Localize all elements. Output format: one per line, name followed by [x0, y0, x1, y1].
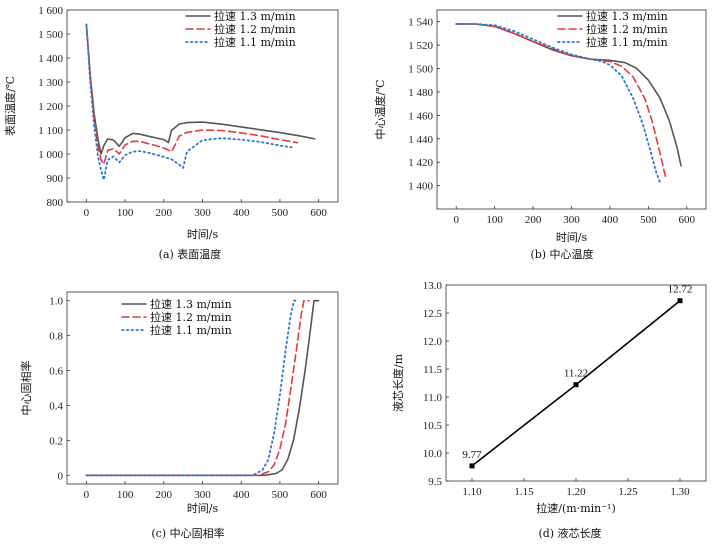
legend-label-2: 拉速 1.2 m/min — [586, 22, 668, 36]
series-line-3 — [85, 299, 300, 477]
series-line-3 — [85, 23, 293, 181]
y-tick-label: 1 480 — [408, 87, 433, 99]
y-tick-label: 9.5 — [428, 476, 442, 488]
x-tick-label: 200 — [525, 214, 542, 226]
series-line-2 — [455, 23, 667, 179]
x-axis-label: 时间/s — [187, 228, 219, 241]
y-axis-label: 中心温度/℃ — [373, 79, 387, 139]
x-tick-label: 500 — [640, 214, 657, 226]
y-tick-label: 1 200 — [38, 101, 63, 113]
data-point — [677, 298, 683, 304]
y-tick-label: 1 400 — [408, 181, 433, 193]
y-tick-label: 1 400 — [38, 53, 63, 65]
data-label: 9.77 — [462, 449, 482, 461]
legend-label-3: 拉速 1.1 m/min — [214, 35, 296, 49]
y-tick-label: 0.2 — [49, 435, 63, 447]
x-tick-label: 1.15 — [514, 486, 534, 498]
y-tick-label: 1 500 — [38, 29, 63, 41]
x-tick-label: 600 — [679, 214, 696, 226]
y-tick-label: 12.5 — [423, 308, 443, 320]
y-tick-label: 0 — [58, 470, 64, 482]
y-tick-label: 1 300 — [38, 77, 63, 89]
x-tick-label: 500 — [272, 489, 289, 501]
y-tick-label: 1.0 — [49, 296, 63, 308]
y-tick-label: 10.5 — [423, 420, 443, 432]
series-line-1 — [85, 23, 316, 155]
legend-label-2: 拉速 1.2 m/min — [150, 310, 232, 324]
chart-caption: (b) 中心温度 — [530, 247, 593, 261]
y-tick-label: 1 600 — [38, 5, 63, 17]
x-axis-label: 时间/s — [187, 502, 219, 515]
x-tick-label: 0 — [84, 207, 90, 219]
x-tick-label: 400 — [233, 207, 250, 219]
y-axis-label: 中心固相率 — [19, 361, 33, 416]
data-label: 11.22 — [564, 368, 588, 380]
y-axis-label: 液芯长度/m — [391, 353, 405, 412]
chart-a: 0 100 200 300 400 500 600 800 900 1 000 1 100 1 200… — [3, 5, 339, 261]
y-tick-label: 1 100 — [38, 125, 63, 137]
x-tick-label: 300 — [194, 207, 211, 219]
x-tick-label: 100 — [486, 214, 503, 226]
plot-frame — [66, 9, 339, 203]
legend-label-1: 拉速 1.3 m/min — [586, 9, 668, 23]
y-tick-label: 0.6 — [49, 366, 63, 378]
x-tick-label: 100 — [117, 489, 134, 501]
chart-d: 1.10 1.15 1.20 1.25 1.30 9.5 10.0 10.5 11.0 11.5 1… — [391, 280, 707, 540]
legend-label-3: 拉速 1.1 m/min — [150, 323, 232, 337]
y-tick-label: 1 000 — [38, 149, 63, 161]
y-tick-label: 1 500 — [408, 64, 433, 76]
x-tick-label: 400 — [233, 489, 250, 501]
y-tick-label: 11.0 — [423, 392, 442, 404]
y-tick-label: 13.0 — [423, 280, 443, 292]
x-axis-label: 时间/s — [556, 231, 588, 244]
x-tick-label: 1.20 — [566, 486, 586, 498]
x-tick-label: 1.10 — [462, 486, 482, 498]
data-label: 12.72 — [668, 284, 693, 296]
y-tick-label: 0.4 — [49, 400, 63, 412]
x-tick-label: 1.30 — [670, 486, 690, 498]
x-tick-label: 400 — [602, 214, 619, 226]
y-axis-label: 表面温度/℃ — [3, 76, 17, 136]
legend-label-2: 拉速 1.2 m/min — [214, 22, 296, 36]
x-tick-label: 300 — [563, 214, 580, 226]
x-tick-label: 0 — [453, 214, 459, 226]
x-axis-label: 拉速/(m·min⁻¹) — [536, 501, 615, 515]
y-tick-label: 0.8 — [49, 331, 63, 343]
y-tick-label: 1 460 — [408, 110, 433, 122]
x-tick-label: 100 — [117, 207, 134, 219]
y-tick-label: 11.5 — [423, 364, 442, 376]
series-line-2 — [85, 23, 299, 165]
x-tick-label: 500 — [272, 207, 289, 219]
y-tick-label: 1 420 — [408, 157, 433, 169]
y-tick-label: 900 — [47, 173, 64, 185]
chart-c: 0 100 200 300 400 500 600 0 0.2 0.4 0.6 0.8 1.0 时间/s 中… — [19, 291, 339, 540]
data-point — [573, 382, 579, 388]
legend-label-1: 拉速 1.3 m/min — [214, 9, 296, 23]
chart-caption: (d) 液芯长度 — [538, 526, 601, 540]
x-tick-label: 200 — [156, 489, 173, 501]
y-tick-label: 10.0 — [423, 448, 443, 460]
legend-label-1: 拉速 1.3 m/min — [150, 297, 232, 311]
chart-caption: (a) 表面温度 — [159, 247, 222, 261]
series-line-3 — [455, 23, 661, 184]
data-point — [469, 463, 475, 469]
x-tick-label: 300 — [194, 489, 211, 501]
x-tick-label: 200 — [156, 207, 173, 219]
y-tick-label: 1 440 — [408, 134, 433, 146]
x-tick-label: 1.25 — [618, 486, 638, 498]
y-tick-label: 800 — [47, 197, 64, 209]
y-tick-label: 1 540 — [408, 17, 433, 29]
legend-label-3: 拉速 1.1 m/min — [586, 35, 668, 49]
x-tick-label: 600 — [310, 489, 327, 501]
y-tick-label: 12.0 — [423, 336, 443, 348]
y-tick-label: 1 520 — [408, 40, 433, 52]
x-tick-label: 0 — [84, 489, 90, 501]
chart-caption: (c) 中心固相率 — [151, 526, 224, 540]
chart-b: 0 100 200 300 400 500 600 1 400 1 420 1 440 1 460 1… — [373, 9, 707, 261]
x-tick-label: 600 — [310, 207, 327, 219]
